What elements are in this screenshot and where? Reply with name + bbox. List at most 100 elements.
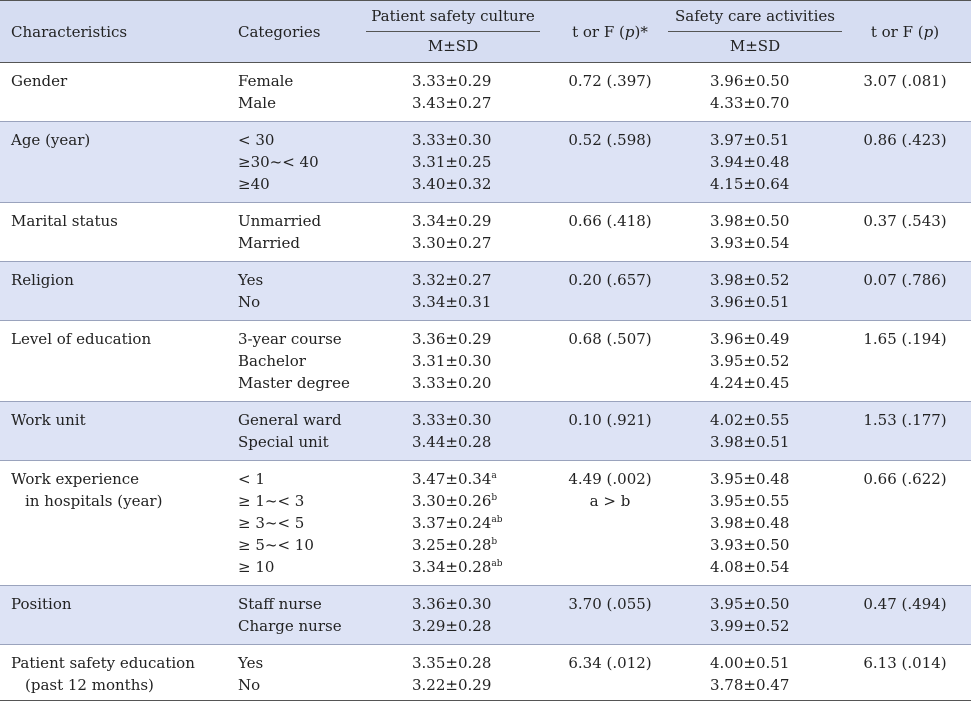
category-label: ≥ 5~< 10 — [238, 536, 314, 554]
t-or-f-sca-cell: 3.07 (.081) — [850, 70, 960, 92]
t-or-f-value: 0.47 (.494) — [863, 595, 947, 613]
psc-mean-sd: 3.43±0.27 — [412, 94, 492, 112]
psc-value: 3.29±0.28 — [412, 615, 512, 637]
sca-mean-sd: 3.97±0.51 — [710, 131, 790, 149]
psc-value: 3.33±0.20 — [412, 372, 512, 394]
category-label: ≥40 — [238, 175, 270, 193]
header-t-or-f-1: t or F (p)* — [572, 23, 648, 41]
t-or-f-psc-cell: 0.66 (.418) — [555, 210, 665, 232]
psc-mean-sd: 3.34±0.29 — [412, 212, 492, 230]
sca-mean-sd: 3.99±0.52 — [710, 617, 790, 635]
patient-safety-culture-cell: 3.33±0.29 3.43±0.27 — [412, 70, 512, 114]
psc-mean-sd: 3.25±0.28 — [412, 536, 492, 554]
table-body: Gender Female Male 3.33±0.29 3.43±0.27 0.72 (… — [0, 63, 971, 701]
header-sca-rule — [668, 31, 842, 32]
table-row: Work unit General ward Special unit 3.33±0.… — [0, 402, 971, 461]
characteristic-cell: Work experience in hospitals (year) — [11, 468, 162, 512]
safety-care-activities-cell: 4.02±0.55 3.98±0.51 — [710, 409, 810, 453]
characteristic-label: Age (year) — [11, 131, 91, 149]
table-header: Characteristics Categories Patient safet… — [0, 0, 971, 63]
categories-cell: Staff nurse Charge nurse — [238, 593, 342, 637]
sca-mean-sd: 4.02±0.55 — [710, 411, 790, 429]
categories-cell: General ward Special unit — [238, 409, 342, 453]
header-t-or-f-2: t or F (p) — [870, 23, 940, 41]
category-label: Yes — [238, 271, 264, 289]
categories-cell: Yes No — [238, 652, 263, 696]
patient-safety-culture-cell: 3.36±0.29 3.31±0.30 3.33±0.20 — [412, 328, 512, 394]
safety-care-activities-cell: 4.00±0.51 3.78±0.47 — [710, 652, 810, 696]
table-row: Religion Yes No 3.32±0.27 3.34±0.31 0.20 (.65… — [0, 262, 971, 321]
psc-value: 3.31±0.30 — [412, 350, 512, 372]
sca-mean-sd: 3.98±0.50 — [710, 212, 790, 230]
safety-care-activities-cell: 3.96±0.49 3.95±0.52 4.24±0.45 — [710, 328, 810, 394]
patient-safety-culture-cell: 3.36±0.30 3.29±0.28 — [412, 593, 512, 637]
t-or-f-value: 3.07 (.081) — [863, 72, 947, 90]
category-label: Charge nurse — [238, 617, 342, 635]
psc-value: 3.36±0.30 — [412, 593, 512, 615]
psc-mean-sd: 3.31±0.25 — [412, 153, 492, 171]
categories-cell: < 30 ≥30~< 40 ≥40 — [238, 129, 319, 195]
psc-mean-sd: 3.44±0.28 — [412, 433, 492, 451]
sca-mean-sd: 3.78±0.47 — [710, 676, 790, 694]
t-or-f-sca-cell: 0.66 (.622) — [850, 468, 960, 490]
psc-value: 3.25±0.28b — [412, 534, 512, 556]
psc-value: 3.33±0.30 — [412, 409, 512, 431]
psc-mean-sd: 3.35±0.28 — [412, 654, 492, 672]
header-characteristics: Characteristics — [11, 23, 128, 41]
posthoc-superscript: ab — [491, 515, 503, 525]
psc-value: 3.31±0.25 — [412, 151, 512, 173]
safety-care-activities-cell: 3.98±0.50 3.93±0.54 — [710, 210, 810, 254]
header-sca-msd: M±SD — [729, 37, 781, 55]
psc-mean-sd: 3.31±0.30 — [412, 352, 492, 370]
category-label: ≥ 1~< 3 — [238, 492, 305, 510]
sca-mean-sd: 3.96±0.50 — [710, 72, 790, 90]
safety-care-activities-cell: 3.97±0.51 3.94±0.48 4.15±0.64 — [710, 129, 810, 195]
sca-mean-sd: 4.15±0.64 — [710, 175, 790, 193]
psc-mean-sd: 3.37±0.24 — [412, 514, 492, 532]
category-label: Unmarried — [238, 212, 322, 230]
psc-value: 3.30±0.27 — [412, 232, 512, 254]
t-or-f-value: 0.52 (.598) — [568, 131, 652, 149]
category-label: Special unit — [238, 433, 329, 451]
t-or-f-value: 6.13 (.014) — [863, 654, 947, 672]
psc-value: 3.40±0.32 — [412, 173, 512, 195]
safety-care-activities-cell: 3.95±0.50 3.99±0.52 — [710, 593, 810, 637]
categories-cell: 3-year course Bachelor Master degree — [238, 328, 350, 394]
safety-care-activities-cell: 3.95±0.48 3.95±0.55 3.98±0.48 3.93±0.50 4.08… — [710, 468, 810, 578]
t-or-f-value: 0.20 (.657) — [568, 271, 652, 289]
psc-mean-sd: 3.33±0.30 — [412, 411, 492, 429]
sca-mean-sd: 3.94±0.48 — [710, 153, 790, 171]
sca-mean-sd: 3.93±0.50 — [710, 536, 790, 554]
t-or-f-value: 0.68 (.507) — [568, 330, 652, 348]
characteristic-cell: Gender — [11, 70, 67, 92]
categories-cell: < 1 ≥ 1~< 3 ≥ 3~< 5 ≥ 5~< 10 ≥ 10 — [238, 468, 314, 578]
category-label: Male — [238, 94, 276, 112]
sca-mean-sd: 4.00±0.51 — [710, 654, 790, 672]
characteristic-label: Position — [11, 595, 72, 613]
characteristic-cell: Patient safety education (past 12 months… — [11, 652, 195, 696]
t-or-f-psc-cell: 6.34 (.012) — [555, 652, 665, 674]
sca-mean-sd: 3.98±0.48 — [710, 514, 790, 532]
category-label: < 30 — [238, 131, 275, 149]
category-label: General ward — [238, 411, 342, 429]
characteristic-label: Gender — [11, 72, 68, 90]
characteristic-cell: Level of education — [11, 328, 151, 350]
categories-cell: Female Male — [238, 70, 293, 114]
posthoc-superscript: ab — [491, 559, 503, 569]
category-label: < 1 — [238, 470, 265, 488]
psc-mean-sd: 3.32±0.27 — [412, 271, 492, 289]
category-label: Bachelor — [238, 352, 306, 370]
psc-value: 3.30±0.26b — [412, 490, 512, 512]
patient-safety-culture-cell: 3.32±0.27 3.34±0.31 — [412, 269, 512, 313]
psc-mean-sd: 3.36±0.29 — [412, 330, 492, 348]
posthoc-superscript: b — [491, 537, 498, 547]
category-label: ≥ 10 — [238, 558, 275, 576]
characteristic-cell: Marital status — [11, 210, 118, 232]
posthoc-superscript: b — [491, 493, 498, 503]
sca-mean-sd: 3.95±0.48 — [710, 470, 790, 488]
t-or-f-value: 6.34 (.012) — [568, 654, 652, 672]
safety-care-activities-cell: 3.98±0.52 3.96±0.51 — [710, 269, 810, 313]
header-safety-care-activities: Safety care activities — [675, 7, 835, 25]
psc-value: 3.44±0.28 — [412, 431, 512, 453]
t-or-f-sca-cell: 1.65 (.194) — [850, 328, 960, 350]
